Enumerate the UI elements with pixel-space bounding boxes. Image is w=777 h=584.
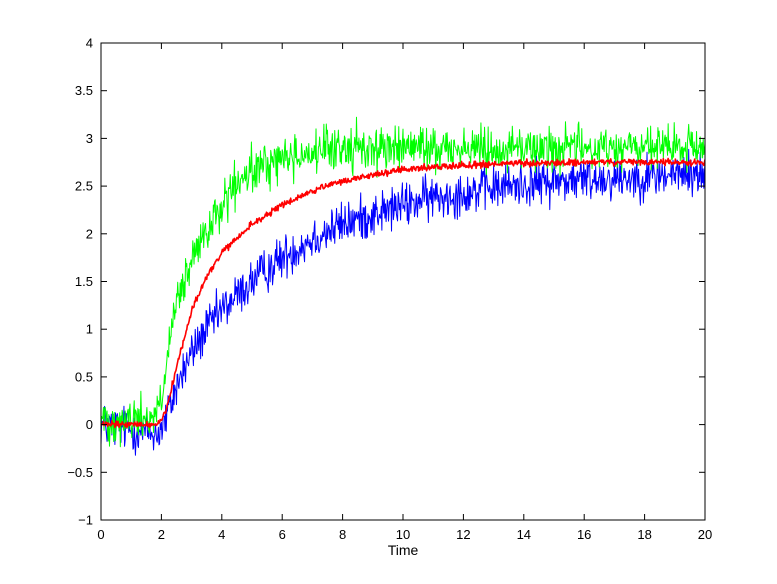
axes-layer: 0 2 4 6 8 10 12 14 16 18 20 −1 −0.5 0 0.5 1 1.5 2 2.5 3 3.5 4 bbox=[67, 36, 712, 543]
x-tick-label: 0 bbox=[97, 527, 104, 542]
y-tick-label: −1 bbox=[78, 513, 93, 528]
plot-layer bbox=[101, 116, 705, 456]
y-tick-label: 2.5 bbox=[75, 179, 93, 194]
y-tick-label: 1.5 bbox=[75, 274, 93, 289]
x-tick-label: 10 bbox=[396, 527, 410, 542]
y-tick-label: −0.5 bbox=[67, 465, 93, 480]
series-line-2 bbox=[101, 116, 705, 448]
x-tick-label: 8 bbox=[339, 527, 346, 542]
y-tick-label: 2 bbox=[86, 226, 93, 241]
series-line-1 bbox=[101, 148, 705, 456]
x-tick-label: 20 bbox=[698, 527, 712, 542]
series-group bbox=[101, 116, 705, 456]
x-tick-label: 2 bbox=[158, 527, 165, 542]
y-tick-label: 1 bbox=[86, 322, 93, 337]
x-tick-label: 4 bbox=[218, 527, 225, 542]
x-axis-label: Time bbox=[388, 542, 419, 558]
x-tick-label: 6 bbox=[279, 527, 286, 542]
x-tick-label: 12 bbox=[456, 527, 470, 542]
x-tick-label: 18 bbox=[637, 527, 651, 542]
y-tick-label: 0.5 bbox=[75, 369, 93, 384]
x-tick-label: 16 bbox=[577, 527, 591, 542]
x-tick-label: 14 bbox=[517, 527, 531, 542]
y-tick-label: 3 bbox=[86, 131, 93, 146]
y-tick-label: 4 bbox=[86, 36, 93, 51]
y-tick-label: 3.5 bbox=[75, 83, 93, 98]
series-line-3 bbox=[101, 157, 705, 429]
y-tick-label: 0 bbox=[86, 417, 93, 432]
